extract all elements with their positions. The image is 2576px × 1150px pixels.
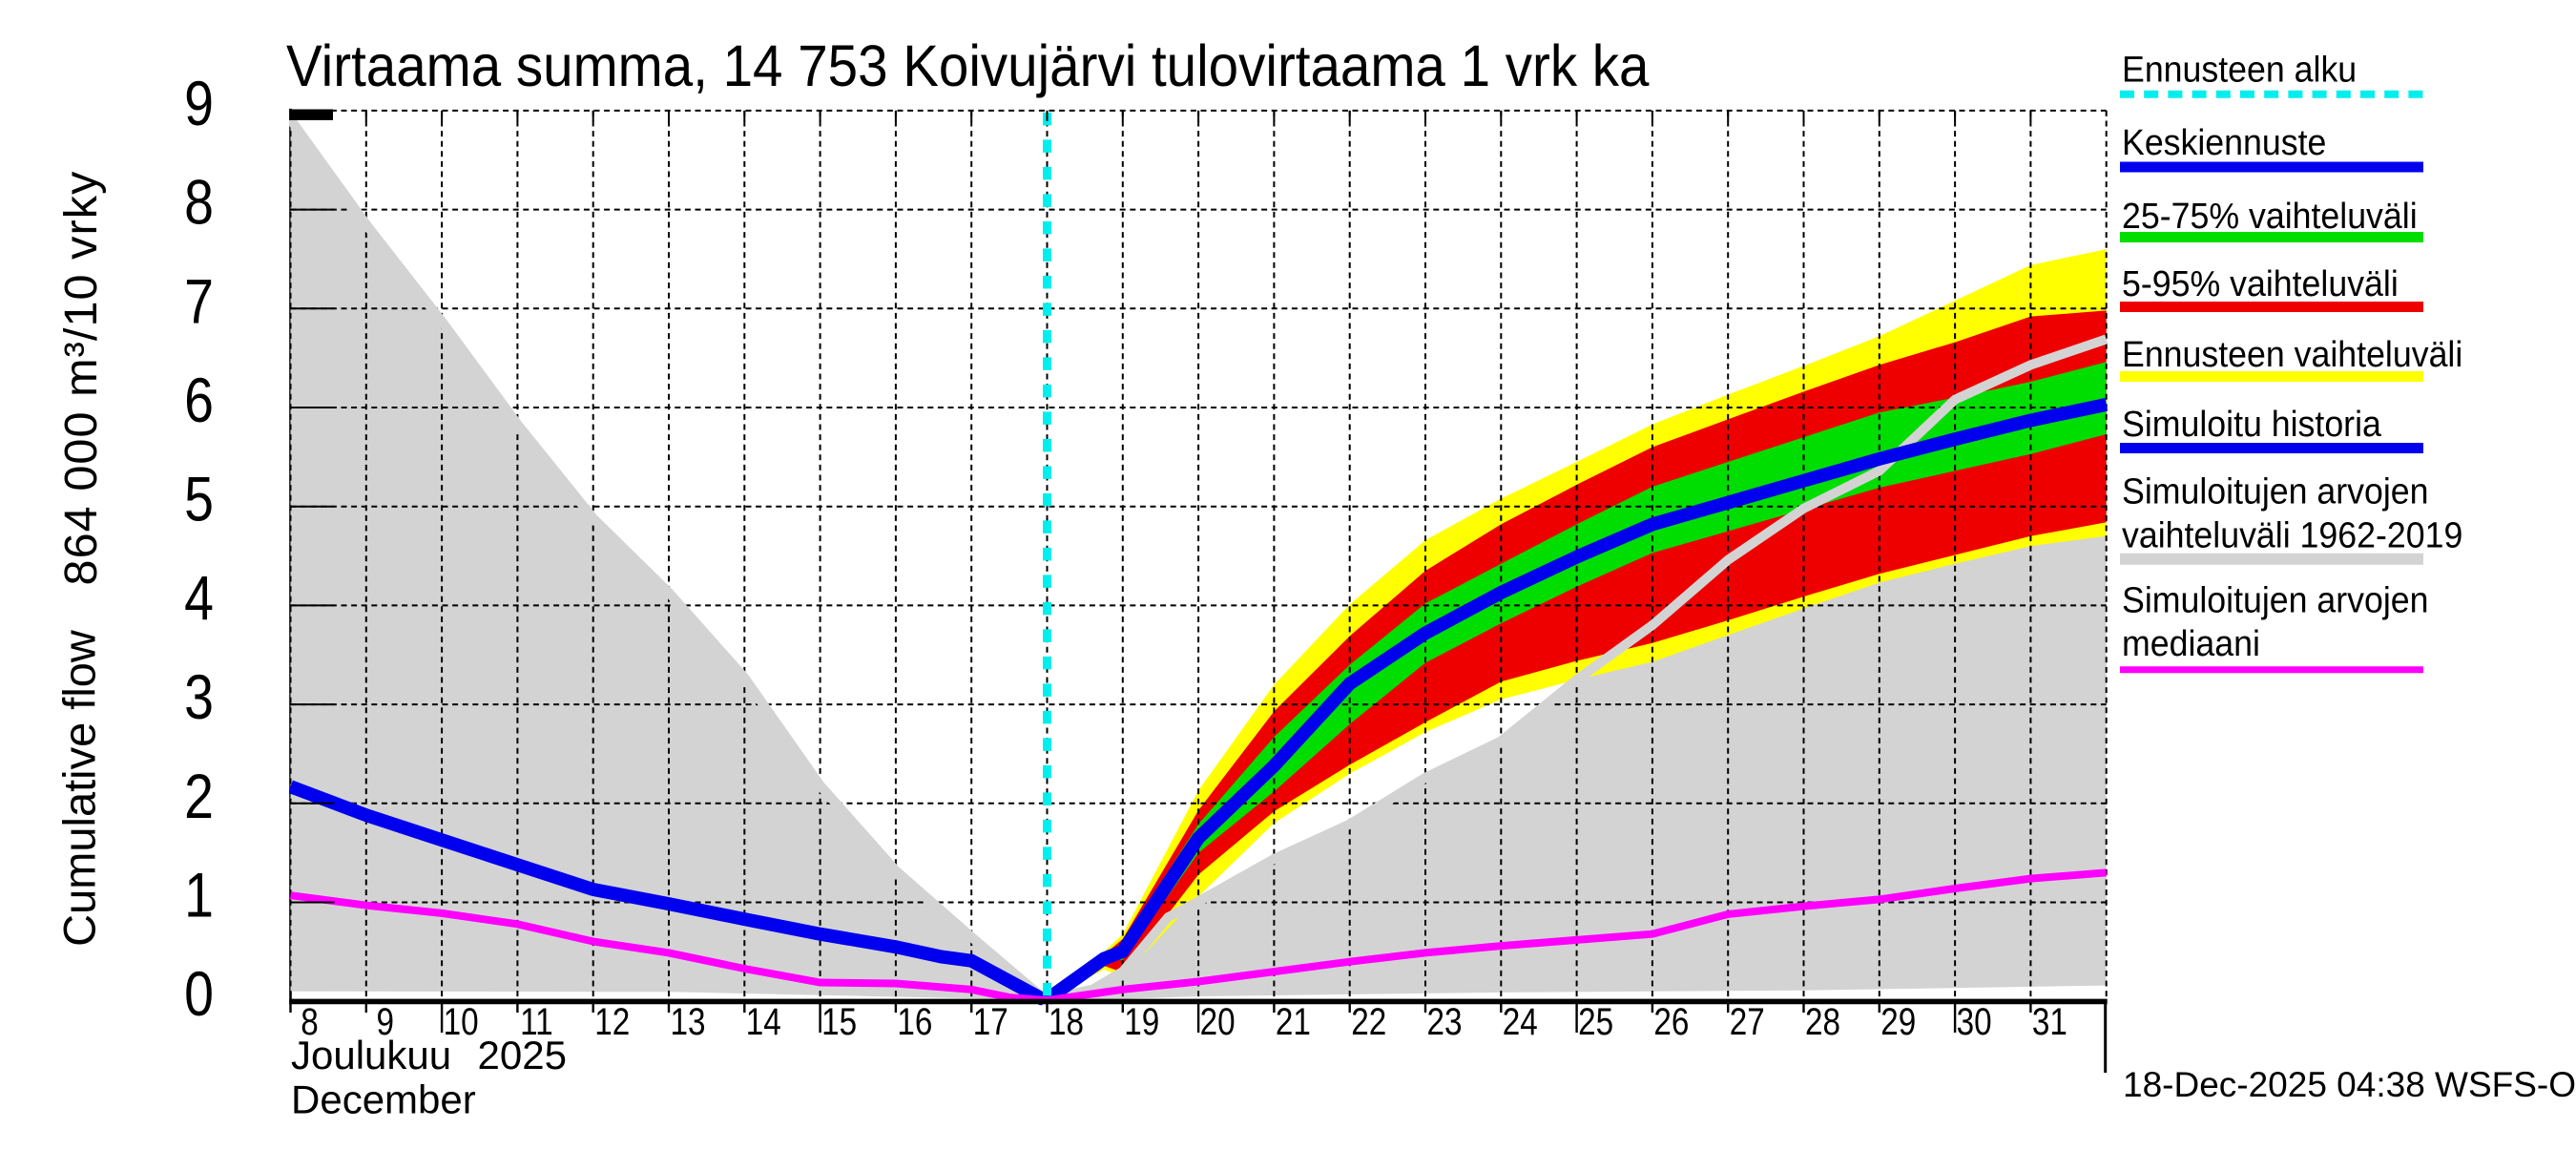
svg-text:mediaani: mediaani — [2122, 623, 2260, 663]
svg-text:18: 18 — [1049, 1000, 1084, 1042]
svg-text:8: 8 — [184, 167, 214, 238]
svg-text:8: 8 — [301, 1000, 318, 1042]
svg-text:864 000 m³/10 vrky: 864 000 m³/10 vrky — [55, 171, 107, 586]
svg-text:26: 26 — [1653, 1000, 1689, 1042]
svg-text:18-Dec-2025 04:38 WSFS-O: 18-Dec-2025 04:38 WSFS-O — [2123, 1065, 2576, 1104]
svg-text:Cumulative flow: Cumulative flow — [54, 629, 105, 947]
svg-text:2: 2 — [184, 761, 214, 831]
svg-text:17: 17 — [973, 1000, 1008, 1042]
svg-text:Keskiennuste: Keskiennuste — [2122, 122, 2326, 162]
svg-text:16: 16 — [897, 1000, 932, 1042]
svg-text:Simuloitu historia: Simuloitu historia — [2122, 404, 2381, 444]
svg-text:19: 19 — [1124, 1000, 1159, 1042]
svg-text:14: 14 — [746, 1000, 781, 1042]
svg-text:Simuloitujen arvojen: Simuloitujen arvojen — [2122, 471, 2429, 512]
svg-text:9: 9 — [184, 68, 214, 138]
svg-text:15: 15 — [821, 1000, 857, 1042]
svg-text:December: December — [291, 1077, 476, 1122]
svg-text:25-75% vaihteluväli: 25-75% vaihteluväli — [2122, 196, 2418, 236]
svg-text:28: 28 — [1805, 1000, 1840, 1042]
svg-text:23: 23 — [1427, 1000, 1463, 1042]
svg-text:Virtaama summa, 14 753 Koivujä: Virtaama summa, 14 753 Koivujärvi tulovi… — [286, 34, 1650, 98]
svg-text:21: 21 — [1276, 1000, 1311, 1042]
svg-text:12: 12 — [594, 1000, 630, 1042]
svg-text:20: 20 — [1200, 1000, 1236, 1042]
svg-text:25: 25 — [1578, 1000, 1613, 1042]
svg-text:24: 24 — [1503, 1000, 1538, 1042]
svg-text:13: 13 — [671, 1000, 706, 1042]
svg-text:0: 0 — [184, 959, 214, 1030]
svg-text:1: 1 — [184, 860, 214, 930]
svg-text:3: 3 — [184, 662, 214, 733]
svg-text:6: 6 — [184, 365, 214, 435]
svg-text:9: 9 — [377, 1000, 394, 1042]
svg-text:27: 27 — [1730, 1000, 1765, 1042]
svg-text:2025: 2025 — [478, 1033, 567, 1077]
svg-text:Joulukuu: Joulukuu — [291, 1033, 451, 1077]
svg-text:5-95% vaihteluväli: 5-95% vaihteluväli — [2122, 263, 2399, 303]
svg-text:31: 31 — [2032, 1000, 2067, 1042]
svg-text:10: 10 — [444, 1000, 479, 1042]
svg-text:30: 30 — [1957, 1000, 1992, 1042]
svg-text:5: 5 — [184, 464, 214, 534]
svg-text:22: 22 — [1351, 1000, 1386, 1042]
svg-text:vaihteluväli 1962-2019: vaihteluväli 1962-2019 — [2122, 515, 2462, 555]
svg-text:29: 29 — [1880, 1000, 1916, 1042]
svg-text:11: 11 — [520, 1000, 553, 1042]
svg-text:4: 4 — [184, 563, 214, 634]
svg-text:Simuloitujen arvojen: Simuloitujen arvojen — [2122, 580, 2429, 620]
svg-text:Ennusteen alku: Ennusteen alku — [2122, 50, 2357, 90]
svg-text:Ennusteen vaihteluväli: Ennusteen vaihteluväli — [2122, 334, 2462, 374]
svg-text:7: 7 — [184, 266, 214, 337]
